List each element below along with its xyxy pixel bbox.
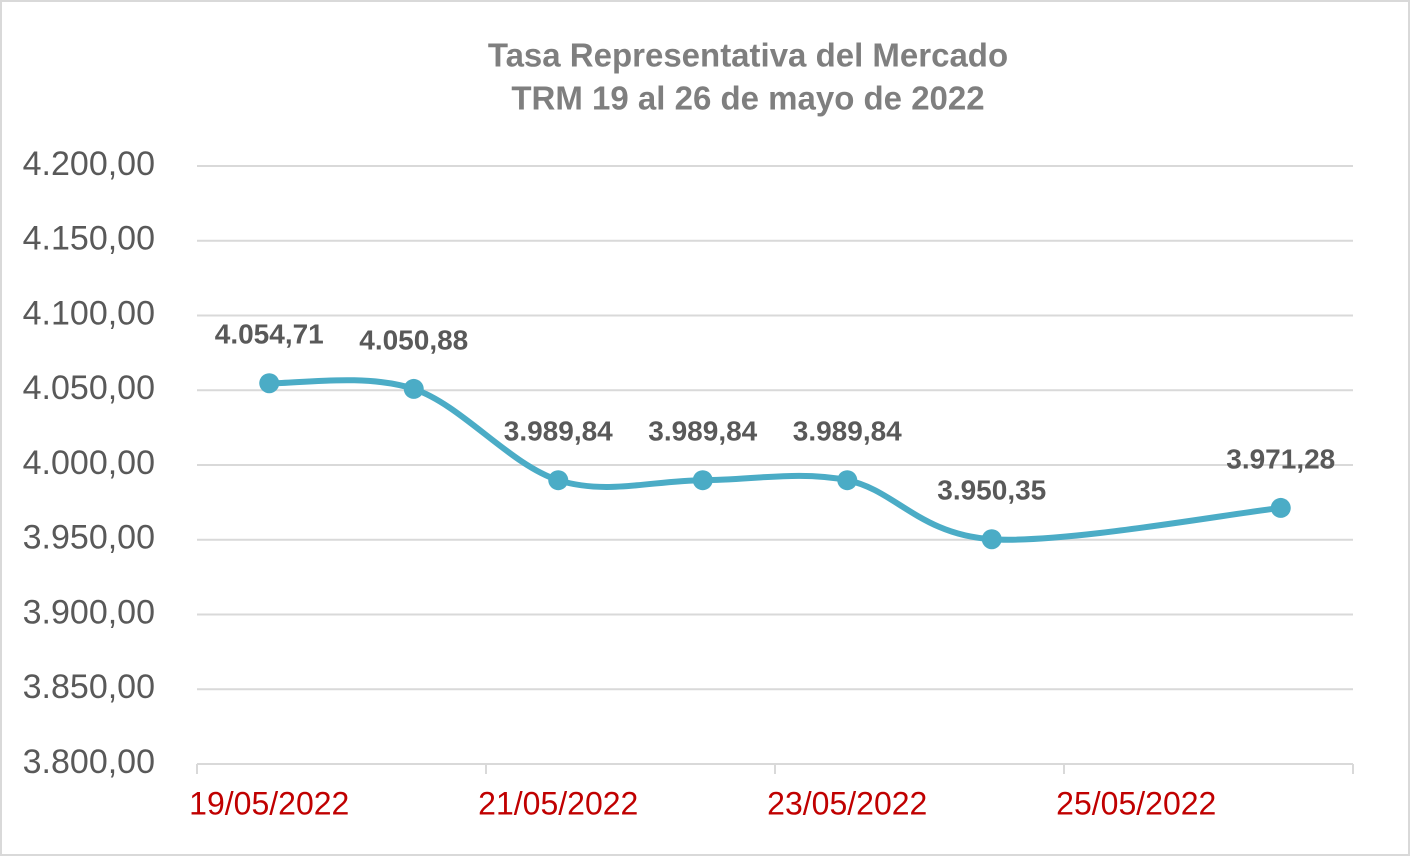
y-tick-label: 4.100,00 [23,294,155,332]
y-tick-label: 3.800,00 [23,743,155,781]
marker [837,470,858,491]
y-tick-label: 4.000,00 [23,444,155,482]
marker [1270,497,1291,518]
marker [692,470,713,491]
x-tick-label: 19/05/2022 [189,785,349,821]
data-label: 3.989,84 [504,416,613,447]
x-tick-label: 25/05/2022 [1056,785,1216,821]
y-tick-label: 4.150,00 [23,220,155,258]
data-label: 3.950,35 [937,475,1046,506]
data-label: 4.050,88 [359,324,468,355]
y-tick-label: 4.200,00 [23,145,155,183]
chart-subtitle: TRM 19 al 26 de mayo de 2022 [511,80,984,117]
y-tick-label: 3.900,00 [23,593,155,631]
data-label: 4.054,71 [215,319,324,350]
y-tick-label: 3.850,00 [23,668,155,706]
data-label: 3.989,84 [793,416,902,447]
y-tick-label: 4.050,00 [23,369,155,407]
x-tick-label: 21/05/2022 [478,785,638,821]
marker [259,373,280,394]
y-tick-label: 3.950,00 [23,519,155,557]
chart-title: Tasa Representativa del Mercado [488,37,1008,74]
marker [548,470,569,491]
marker [403,378,424,399]
marker [981,529,1002,550]
data-label: 3.989,84 [648,416,757,447]
x-tick-label: 23/05/2022 [767,785,927,821]
data-label: 3.971,28 [1226,443,1335,474]
